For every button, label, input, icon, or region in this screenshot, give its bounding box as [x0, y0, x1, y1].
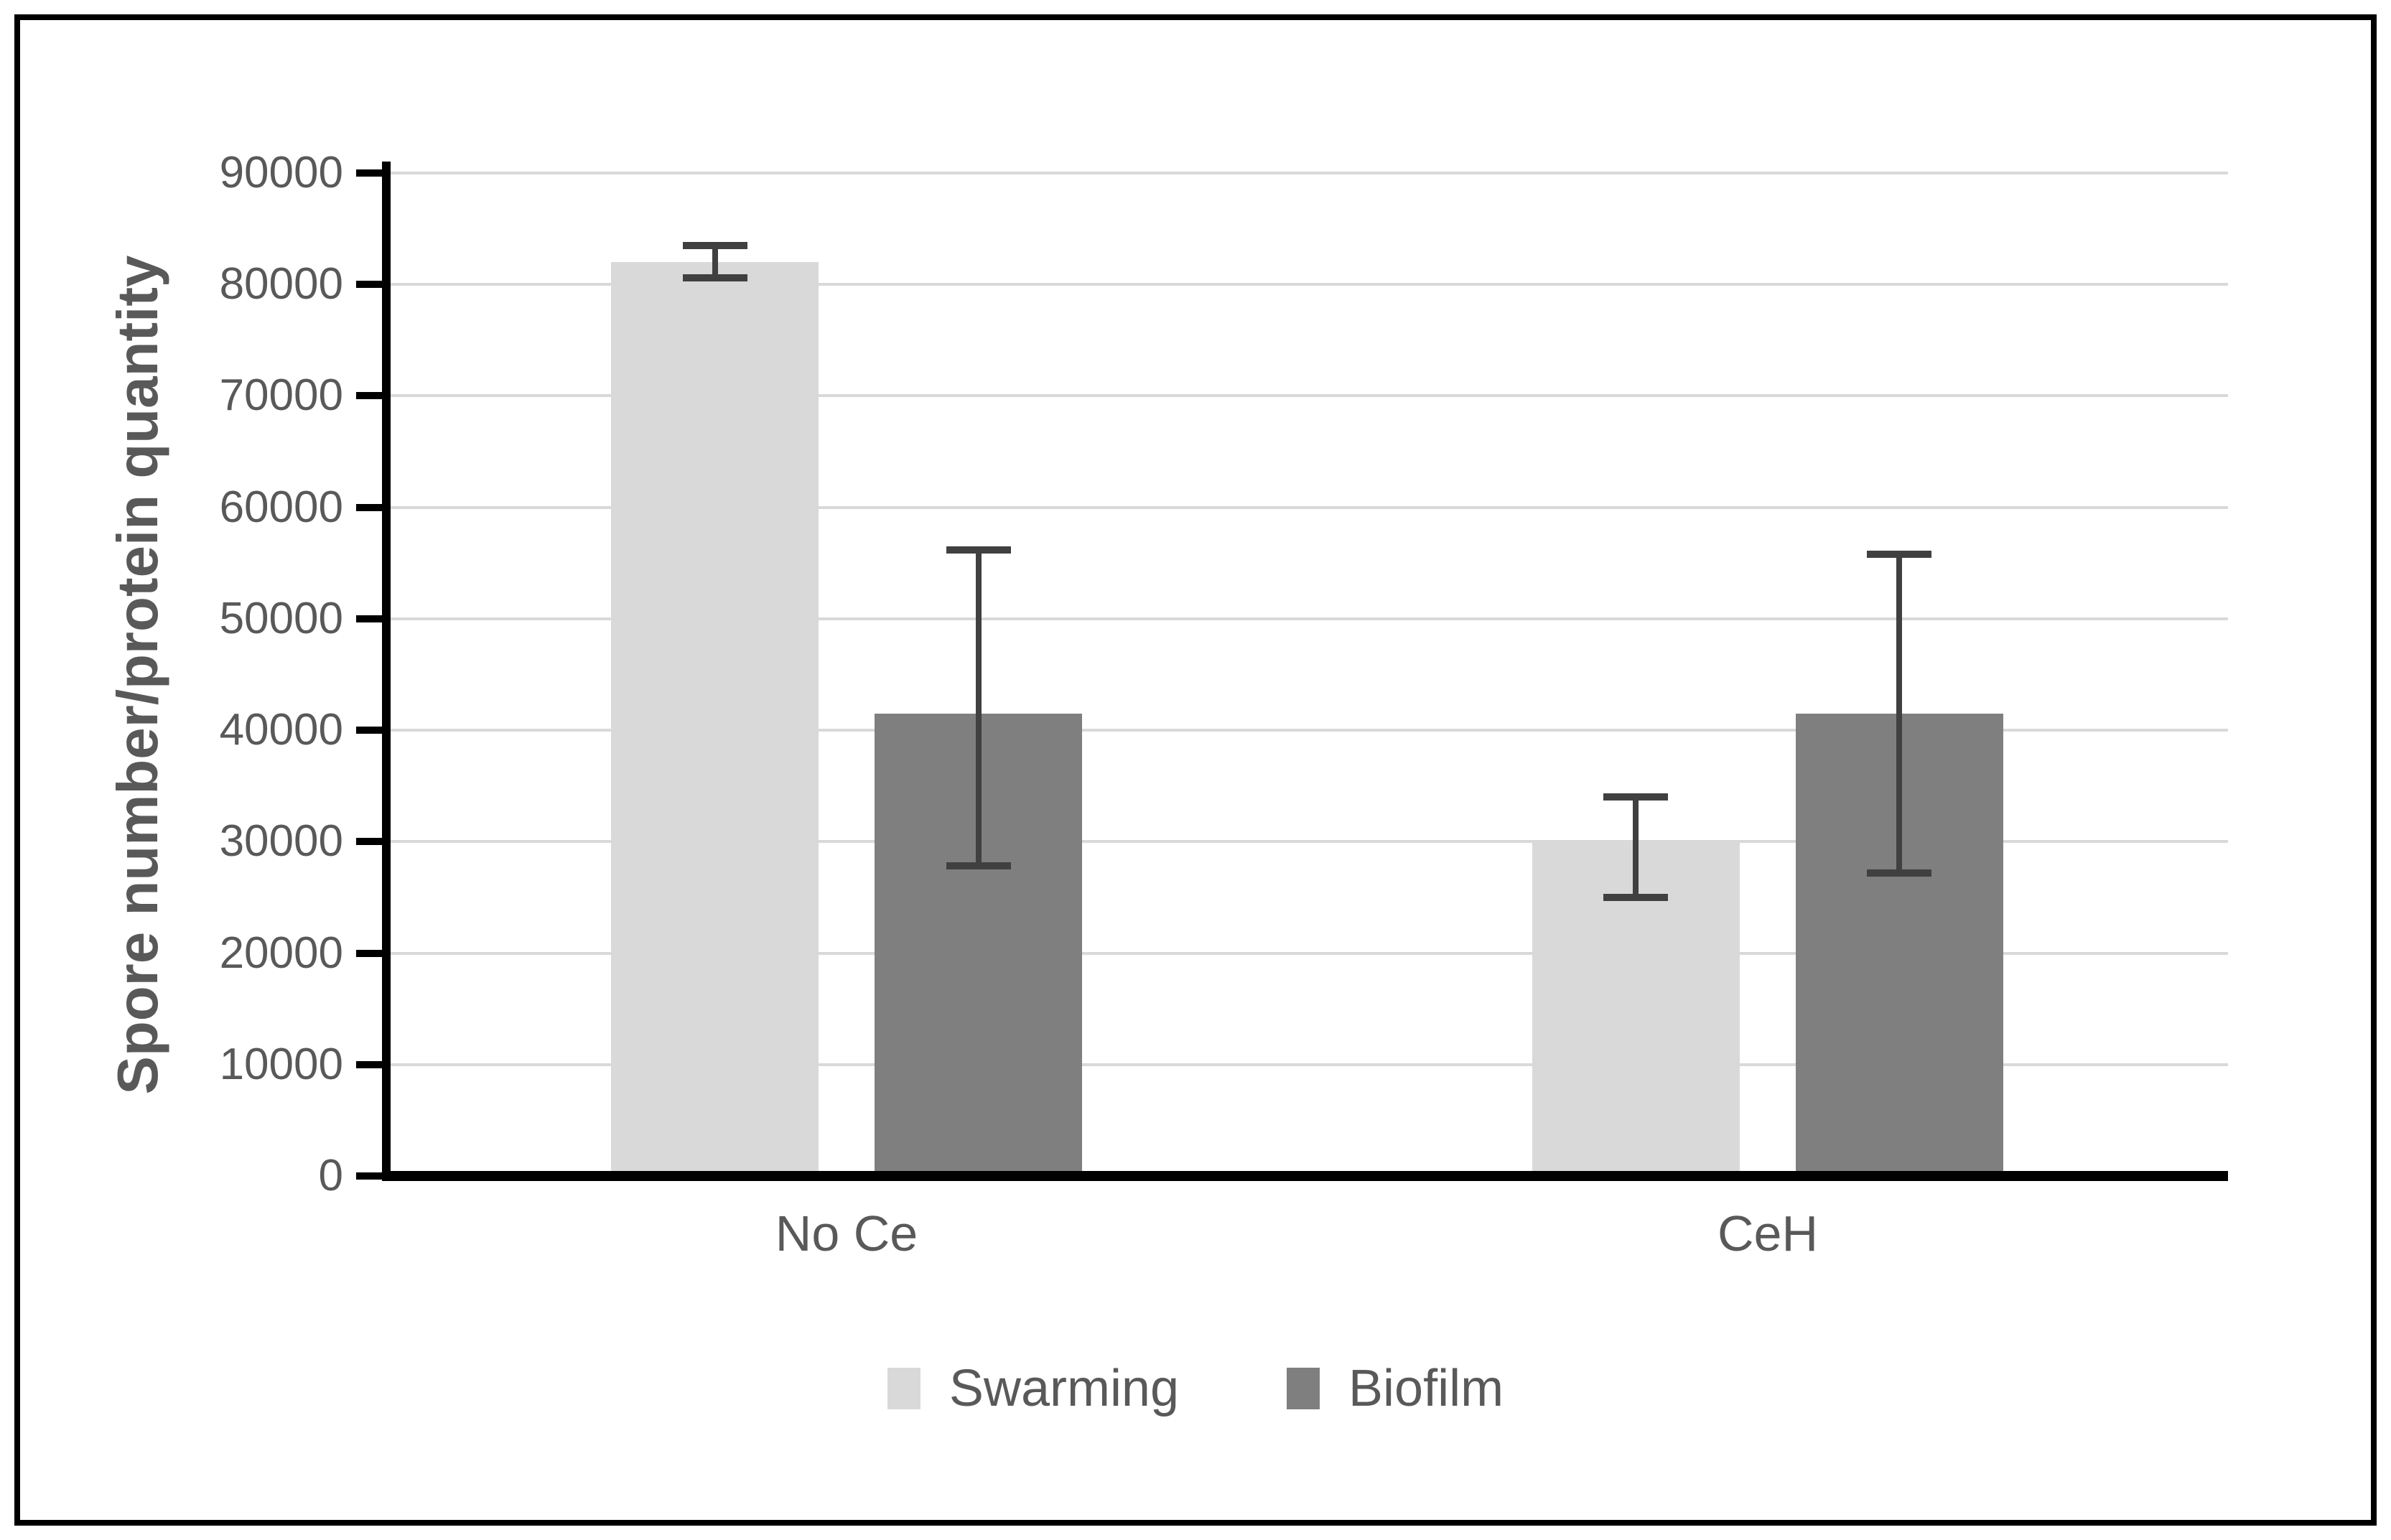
error-bar-line: [712, 245, 718, 278]
y-tick-label: 80000: [219, 259, 343, 309]
error-bar-line: [1896, 554, 1903, 873]
y-axis-tick: [356, 1060, 386, 1068]
gridline: [386, 951, 2228, 955]
y-axis-line: [382, 162, 391, 1176]
y-tick-label: 70000: [219, 370, 343, 421]
y-axis-tick: [356, 949, 386, 957]
legend-label-biofilm: Biofilm: [1348, 1360, 1504, 1417]
error-bar-cap-top: [682, 241, 747, 249]
y-axis-tick: [356, 727, 386, 734]
legend-item-swarming: Swarming: [887, 1359, 1179, 1418]
error-bar-cap-top: [1867, 550, 1932, 558]
error-bar-cap-bottom: [1603, 893, 1669, 901]
y-axis-tick: [356, 615, 386, 622]
gridline: [386, 840, 2228, 844]
error-bar-cap-top: [1603, 793, 1669, 801]
bar-swarming-0: [611, 262, 819, 1176]
x-axis-line: [382, 1171, 2228, 1181]
legend-label-swarming: Swarming: [949, 1360, 1180, 1417]
error-bar-line: [1633, 797, 1639, 897]
y-axis-title: Spore number/protein quantity: [106, 255, 169, 1095]
gridline: [386, 172, 2228, 174]
category-label-ceh: CeH: [1717, 1205, 1819, 1261]
y-tick-label: 20000: [219, 928, 343, 978]
y-tick-label: 50000: [219, 593, 343, 643]
error-bar-cap-bottom: [946, 862, 1011, 870]
gridline: [386, 394, 2228, 398]
y-axis-tick: [356, 838, 386, 846]
gridline: [386, 283, 2228, 286]
y-tick-label: 60000: [219, 482, 343, 532]
y-axis-tick: [356, 169, 386, 177]
y-axis-tick: [356, 281, 386, 289]
gridline: [386, 729, 2228, 732]
legend-swatch-biofilm: [1287, 1368, 1320, 1409]
y-axis-tick: [356, 1172, 386, 1180]
error-bar-cap-bottom: [682, 274, 747, 281]
error-bar-cap-bottom: [1867, 869, 1932, 877]
gridline: [386, 1063, 2228, 1066]
y-tick-label: 40000: [219, 705, 343, 755]
y-tick-label: 10000: [219, 1039, 343, 1089]
y-tick-label: 90000: [219, 148, 343, 197]
y-axis-tick: [356, 503, 386, 511]
error-bar-cap-top: [946, 546, 1011, 554]
legend-item-biofilm: Biofilm: [1287, 1359, 1504, 1418]
error-bar-line: [975, 549, 982, 867]
y-tick-label: 0: [318, 1151, 343, 1200]
gridline: [386, 505, 2228, 509]
legend-swatch-swarming: [887, 1368, 920, 1409]
y-axis-tick: [356, 392, 386, 400]
gridline: [386, 617, 2228, 620]
legend: Swarming Biofilm: [0, 1359, 2391, 1418]
category-label-no-ce: No Ce: [775, 1205, 918, 1261]
y-tick-label: 30000: [219, 816, 343, 867]
